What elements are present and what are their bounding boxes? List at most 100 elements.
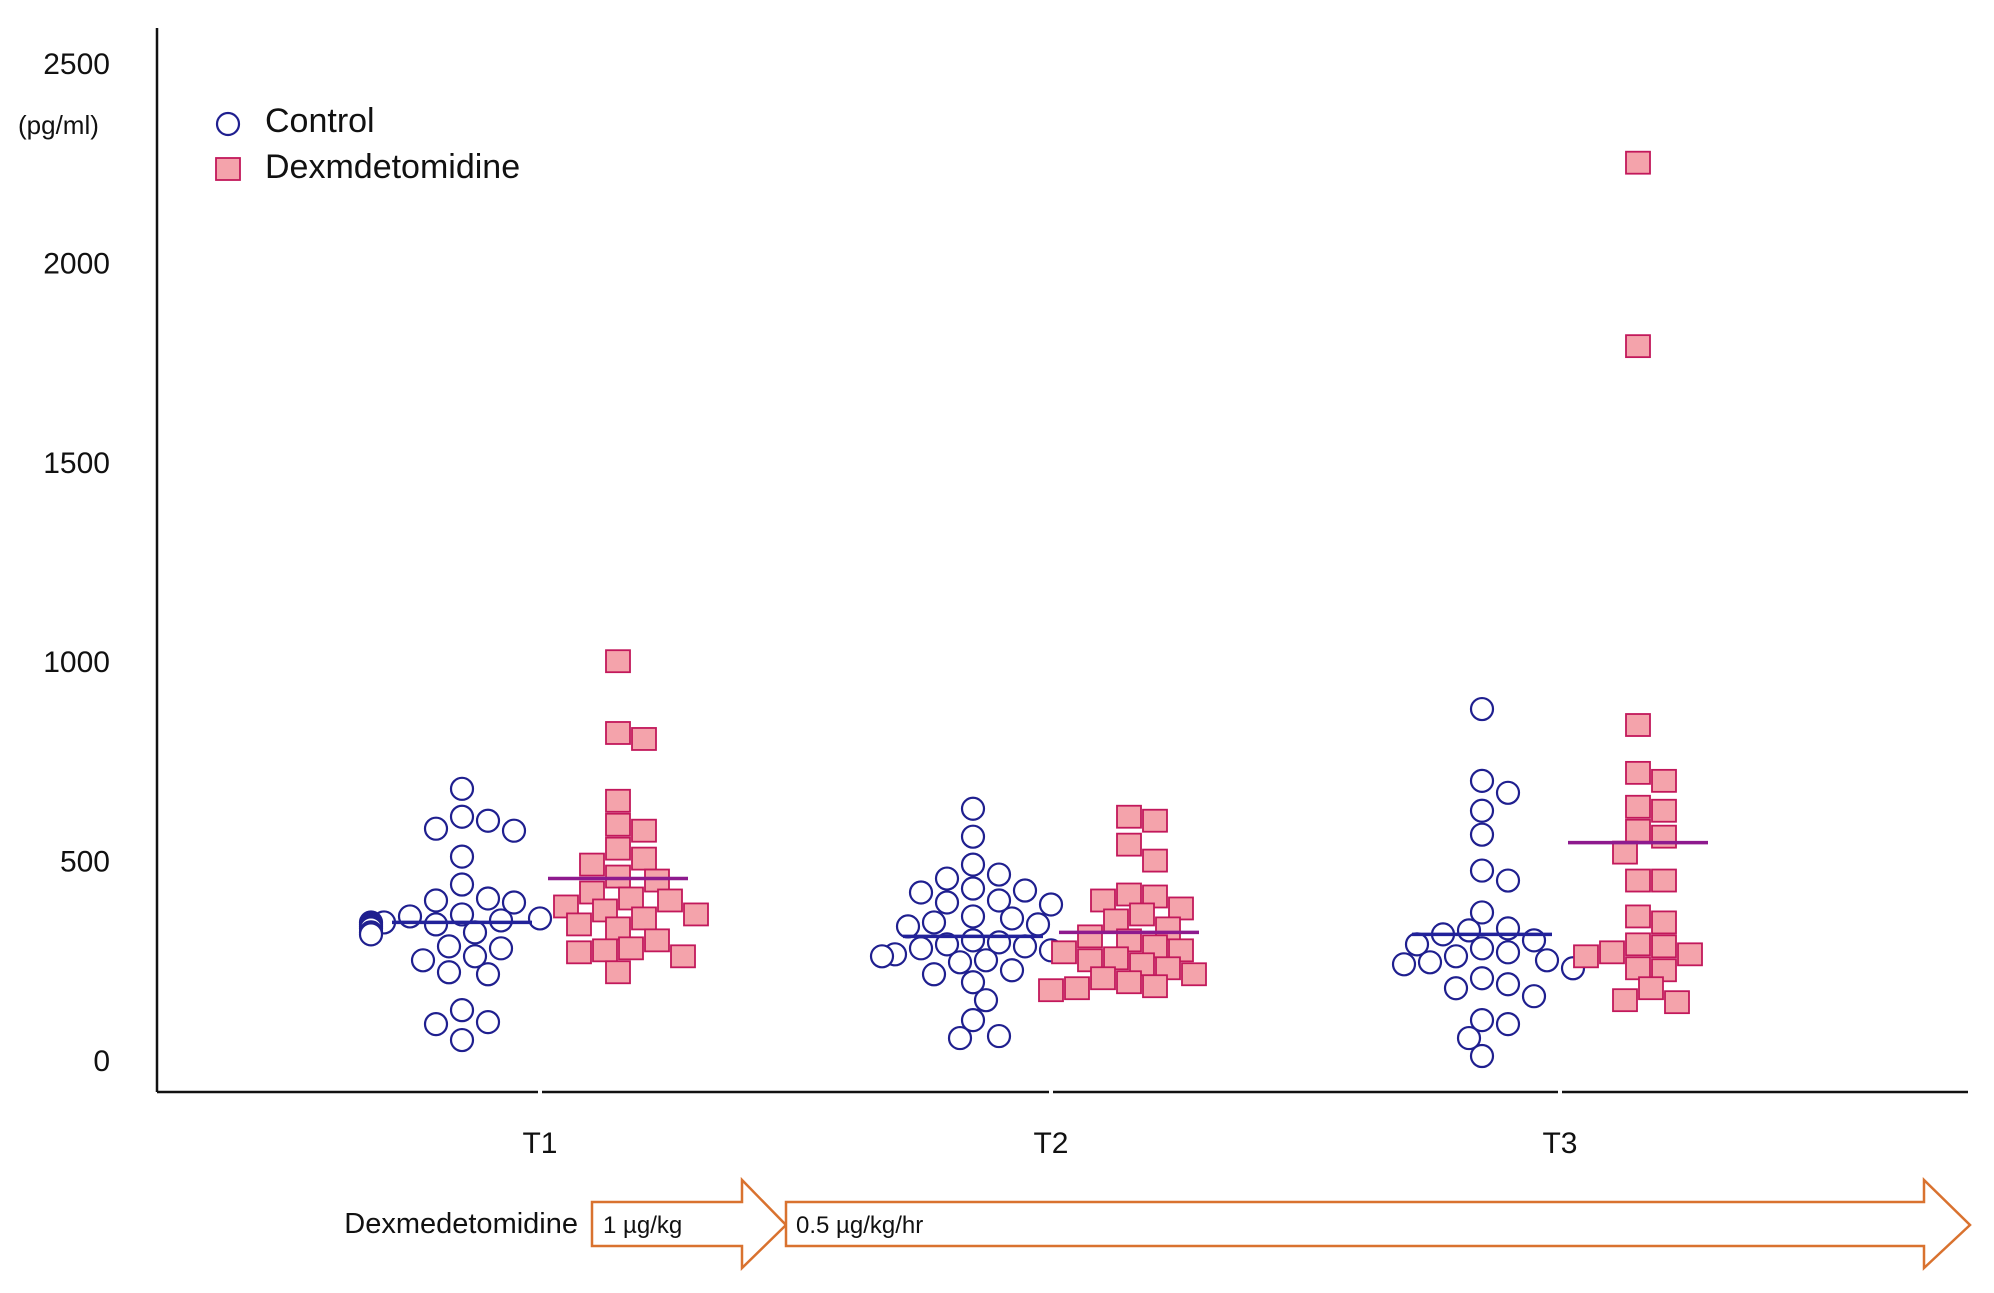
control-point-t2 xyxy=(999,958,1025,983)
x-tick-label-t2: T2 xyxy=(1033,1127,1068,1160)
dex-point-t3 xyxy=(1625,932,1651,957)
dex-point-t2 xyxy=(1116,804,1142,829)
control-point-t1 xyxy=(501,890,527,915)
dex-point-t2 xyxy=(1064,976,1090,1001)
control-point-t1 xyxy=(462,920,488,945)
dex-point-t3 xyxy=(1625,868,1651,893)
dex-point-t1 xyxy=(605,788,631,813)
dex-point-t2 xyxy=(1103,946,1129,971)
dex-point-t3 xyxy=(1651,958,1677,983)
control-point-t1 xyxy=(436,934,462,959)
infusion-arrow xyxy=(784,1177,1972,1271)
control-point-t1 xyxy=(501,818,527,843)
dosing-lead-label: Dexmedetomidine xyxy=(344,1208,578,1240)
control-point-t2 xyxy=(960,824,986,849)
dex-point-t1 xyxy=(618,936,644,961)
control-point-t2 xyxy=(960,970,986,995)
control-point-t3 xyxy=(1495,780,1521,805)
dex-point-t1 xyxy=(644,928,670,953)
control-point-t1 xyxy=(475,1010,501,1035)
control-point-t1 xyxy=(449,998,475,1023)
control-point-t3 xyxy=(1469,768,1495,793)
dex-point-t1 xyxy=(631,727,657,751)
dex-point-t1 xyxy=(605,836,631,861)
control-point-t1 xyxy=(488,908,514,933)
control-point-t2 xyxy=(960,852,986,877)
dex-point-t1 xyxy=(631,906,657,931)
control-point-t2 xyxy=(986,1023,1012,1049)
control-point-t2 xyxy=(947,1025,973,1051)
dex-point-t2 xyxy=(1181,962,1207,987)
control-point-t2 xyxy=(960,876,986,901)
dex-point-t3 xyxy=(1625,760,1651,785)
dex-point-t1 xyxy=(605,864,631,889)
control-point-t3 xyxy=(1469,822,1495,847)
mean-lines xyxy=(392,840,1708,939)
x-axis-ticks: T1 T2 T3 xyxy=(522,1127,1577,1160)
control-point-t3 xyxy=(1417,950,1443,975)
dex-point-t2 xyxy=(1168,938,1194,963)
dex-point-t1 xyxy=(566,940,592,965)
control-point-t3 xyxy=(1469,696,1495,722)
dosing-annotation: Dexmedetomidine 1 µg/kg 0.5 µg/kg/hr xyxy=(344,1176,1972,1271)
control-point-t1 xyxy=(449,844,475,869)
legend: Control Dexmdetomidine xyxy=(215,102,520,186)
y-axis-ticks: 0 500 1000 1500 2000 2500 (pg/ml) xyxy=(18,48,110,1078)
y-tick-label: 2000 xyxy=(43,247,110,280)
dex-point-t3 xyxy=(1599,940,1625,965)
control-point-t2 xyxy=(960,1008,986,1033)
dex-point-t2 xyxy=(1142,974,1168,999)
dex-point-t3 xyxy=(1573,944,1599,969)
dex-point-t2 xyxy=(1038,978,1064,1003)
dex-point-t1 xyxy=(670,944,696,969)
y-tick-label: 0 xyxy=(93,1045,110,1078)
infusion-label: 0.5 µg/kg/hr xyxy=(796,1212,923,1239)
dex-point-t1 xyxy=(605,649,631,674)
dex-point-t2 xyxy=(1142,934,1168,959)
dex-point-t3 xyxy=(1651,868,1677,893)
y-tick-label: 1000 xyxy=(43,646,110,679)
control-point-t3 xyxy=(1443,976,1469,1001)
control-point-t3 xyxy=(1469,798,1495,823)
dex-point-t1 xyxy=(605,721,631,745)
dex-point-t1 xyxy=(631,818,657,843)
control-point-t3 xyxy=(1456,1025,1482,1051)
dex-point-t2 xyxy=(1116,882,1142,907)
dex-point-t2 xyxy=(1116,832,1142,857)
control-point-t2 xyxy=(921,910,947,935)
bolus-label: 1 µg/kg xyxy=(603,1212,682,1239)
control-point-t2 xyxy=(999,906,1025,931)
control-point-t1 xyxy=(423,888,449,913)
dex-point-t3 xyxy=(1625,956,1651,981)
control-point-t3 xyxy=(1521,984,1547,1009)
dex-point-t1 xyxy=(566,912,592,937)
control-point-t3 xyxy=(1391,952,1417,977)
control-point-t1 xyxy=(449,1027,475,1053)
control-point-t1 xyxy=(527,906,553,931)
control-point-t2 xyxy=(986,888,1012,913)
dex-point-t3 xyxy=(1677,942,1703,967)
dex-point-t1 xyxy=(631,846,657,871)
dex-point-t3 xyxy=(1651,768,1677,793)
dex-point-t3 xyxy=(1625,818,1651,843)
bolus-arrow xyxy=(590,1176,788,1271)
dex-point-t1 xyxy=(683,902,709,927)
control-point-t3 xyxy=(1469,900,1495,925)
control-point-t2 xyxy=(908,936,934,961)
dex-point-t1 xyxy=(605,812,631,837)
dex-point-t1 xyxy=(657,888,683,913)
control-point-t1 xyxy=(475,886,501,911)
control-point-t2 xyxy=(1012,934,1038,959)
dex-point-t2 xyxy=(1168,896,1194,921)
dex-point-t3 xyxy=(1651,934,1677,959)
control-point-t2 xyxy=(921,962,947,987)
dex-point-t3 xyxy=(1612,988,1638,1013)
control-point-t3 xyxy=(1495,972,1521,997)
dex-point-t2 xyxy=(1090,888,1116,913)
control-point-t3 xyxy=(1469,1008,1495,1033)
dex-point-t2 xyxy=(1142,884,1168,909)
dex-point-t3 xyxy=(1625,904,1651,929)
data-points xyxy=(358,150,1703,1069)
control-point-t1 xyxy=(358,922,384,947)
